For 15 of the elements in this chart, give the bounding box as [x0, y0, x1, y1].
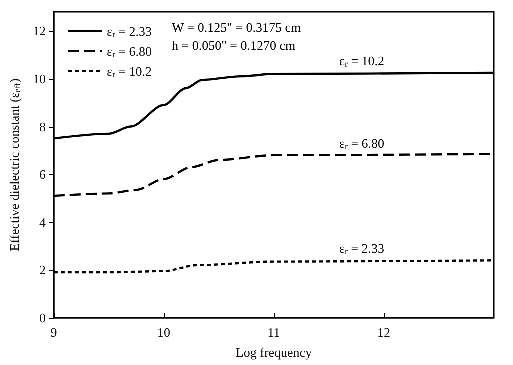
x-tick-label: 11 [268, 325, 280, 340]
x-tick-label: 12 [378, 325, 390, 340]
y-tick-label: 0 [40, 310, 46, 326]
y-tick-label: 10 [33, 71, 46, 86]
x-axis-title: Log frequency [236, 345, 313, 360]
y-tick-label: 12 [33, 24, 46, 39]
x-tick-label: 9 [50, 325, 58, 340]
y-tick-label: 6 [40, 167, 46, 182]
y-tick-label: 2 [40, 262, 46, 278]
annotation: h = 0.050" = 0.1270 cm [172, 38, 296, 53]
y-tick-label: 4 [40, 214, 46, 230]
y-axis-title: Effective dielectric constant (εeff) [7, 78, 22, 252]
x-tick-label: 10 [158, 325, 170, 340]
annotation: W = 0.125" = 0.3175 cm [172, 20, 302, 35]
y-tick-label: 8 [40, 119, 46, 134]
